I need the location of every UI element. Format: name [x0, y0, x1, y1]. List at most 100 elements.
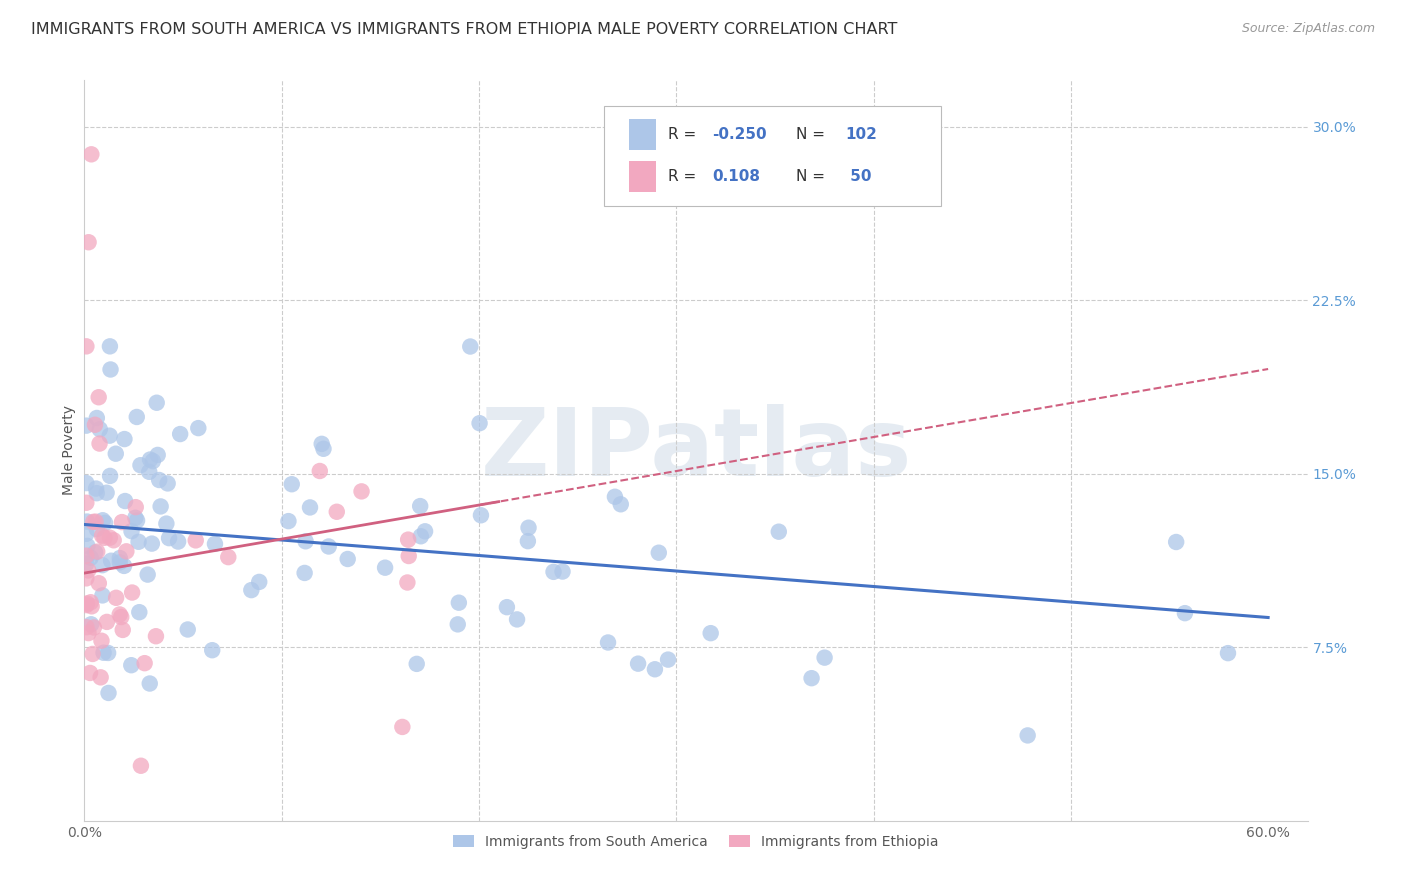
Point: [1174, 606, 1197, 620]
Point: [657, 652, 679, 666]
Point: [91, 558, 114, 573]
Point: [336, 552, 359, 566]
Point: [100, 362, 122, 376]
Point: [648, 546, 671, 560]
Point: [75, 476, 97, 491]
Point: [83, 620, 105, 634]
Point: [121, 524, 143, 538]
Point: [125, 500, 148, 515]
FancyBboxPatch shape: [605, 106, 941, 206]
Point: [167, 534, 190, 549]
Point: [240, 583, 263, 598]
Point: [98, 339, 121, 353]
Point: [187, 421, 209, 435]
Point: [97, 686, 120, 700]
Point: [396, 533, 419, 547]
Point: [90, 633, 112, 648]
Legend: Immigrants from South America, Immigrants from Ethiopia: Immigrants from South America, Immigrant…: [449, 830, 943, 855]
Point: [138, 465, 160, 479]
Point: [627, 657, 650, 671]
Point: [86, 411, 108, 425]
Point: [139, 676, 162, 690]
Text: Source: ZipAtlas.com: Source: ZipAtlas.com: [1241, 22, 1375, 36]
Point: [308, 464, 330, 478]
Point: [644, 662, 666, 676]
Point: [496, 600, 519, 615]
Point: [79, 665, 101, 680]
Point: [111, 515, 134, 529]
Text: -0.250: -0.250: [711, 127, 766, 142]
Point: [134, 656, 156, 670]
Point: [84, 482, 107, 496]
Point: [75, 598, 97, 612]
Point: [108, 555, 131, 569]
Point: [409, 529, 432, 543]
Point: [409, 499, 432, 513]
Point: [90, 670, 112, 684]
Point: [298, 500, 321, 515]
Point: [75, 526, 97, 541]
Point: [516, 534, 538, 549]
Point: [87, 390, 110, 404]
Point: [75, 339, 97, 353]
Point: [145, 395, 167, 409]
Bar: [628, 119, 655, 150]
Point: [89, 422, 111, 436]
Point: [80, 550, 103, 565]
Point: [75, 571, 97, 585]
Point: [447, 617, 470, 632]
Point: [413, 524, 436, 539]
Point: [157, 531, 180, 545]
Point: [82, 647, 104, 661]
Point: [596, 635, 619, 649]
Point: [76, 515, 98, 529]
Point: [98, 469, 121, 483]
Text: 0.108: 0.108: [711, 169, 759, 184]
Point: [141, 536, 163, 550]
Point: [125, 514, 148, 528]
Point: [1216, 646, 1239, 660]
Text: ZIPatlas: ZIPatlas: [481, 404, 911, 497]
Point: [108, 607, 131, 622]
Point: [128, 534, 150, 549]
Point: [142, 454, 165, 468]
Point: [129, 458, 152, 473]
Point: [75, 418, 97, 433]
Point: [114, 432, 136, 446]
Point: [128, 605, 150, 619]
Point: [294, 566, 316, 580]
Point: [91, 529, 114, 543]
Point: [396, 575, 419, 590]
Point: [156, 476, 179, 491]
Point: [76, 597, 98, 611]
Point: [96, 485, 118, 500]
Point: [93, 646, 115, 660]
Point: [114, 494, 136, 508]
Point: [80, 617, 103, 632]
Bar: [628, 161, 655, 192]
Point: [80, 599, 103, 614]
Point: [800, 671, 823, 685]
Point: [104, 447, 127, 461]
Point: [77, 235, 100, 250]
Text: R =: R =: [668, 127, 702, 142]
Point: [120, 658, 142, 673]
Point: [121, 585, 143, 599]
Point: [470, 508, 492, 523]
Point: [146, 448, 169, 462]
Point: [86, 544, 108, 558]
Point: [458, 339, 481, 353]
Point: [105, 591, 128, 605]
Point: [281, 477, 304, 491]
Point: [247, 574, 270, 589]
Point: [184, 533, 207, 548]
Point: [294, 534, 316, 549]
Point: [75, 549, 97, 563]
Point: [80, 147, 103, 161]
Point: [277, 514, 299, 528]
Point: [506, 612, 529, 626]
Point: [543, 565, 565, 579]
Point: [98, 531, 121, 545]
Point: [551, 565, 574, 579]
Point: [1166, 535, 1188, 549]
